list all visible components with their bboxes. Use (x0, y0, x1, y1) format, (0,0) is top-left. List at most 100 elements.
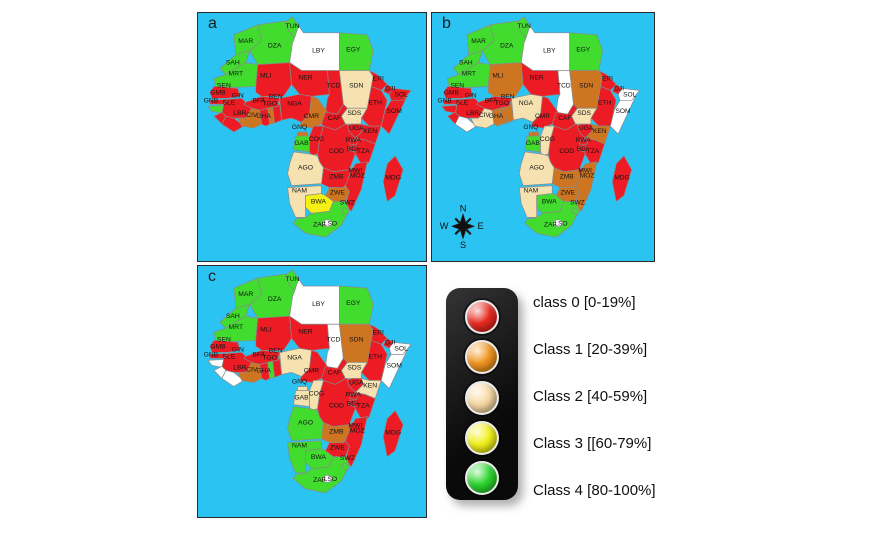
country-CAF (321, 103, 348, 131)
country-label-BDI: BDI (577, 146, 588, 153)
country-label-TZA: TZA (357, 148, 370, 155)
compass-east-label: E (478, 221, 484, 231)
country-SAH (452, 50, 483, 75)
country-label-BWA: BWA (311, 454, 327, 461)
africa-map-b: MAR SAH DZA TUN LBY EGY MRT MLI NER TCD SDN ERI ETH S… (437, 16, 640, 250)
country-label-COD: COD (559, 148, 574, 155)
country-MLI (255, 315, 292, 351)
country-MDG (382, 155, 404, 202)
compass-south-label: S (460, 240, 466, 250)
map-panel-a: MAR SAH DZA TUN LBY EGY MRT MLI NER TCD SDN ERI ETH S… (197, 12, 427, 262)
country-SEN (209, 339, 241, 353)
country-label-SAH: SAH (226, 60, 240, 67)
country-label-EGY: EGY (346, 300, 361, 307)
country-label-DJI: DJI (385, 85, 395, 92)
country-LBR (221, 115, 245, 133)
country-label-SAH: SAH (459, 60, 473, 67)
country-EGY (339, 32, 374, 71)
country-label-BFA: BFA (485, 97, 498, 104)
country-label-LSO: LSO (324, 476, 338, 483)
country-label-UGA: UGA (349, 379, 364, 386)
country-label-MAR: MAR (238, 38, 253, 45)
country-RWA (348, 139, 359, 146)
country-label-NAM: NAM (292, 188, 307, 195)
legend-lamp-class-0 (465, 300, 499, 334)
country-label-UGA: UGA (579, 125, 594, 132)
country-label-MDG: MDG (385, 175, 401, 182)
country-label-GNQ: GNQ (292, 124, 307, 131)
country-label-MLI: MLI (260, 72, 271, 79)
country-label-KEN: KEN (363, 128, 377, 135)
country-label-BWA: BWA (542, 198, 557, 205)
country-label-TGO: TGO (262, 354, 277, 361)
compass-rose: N S W E (440, 203, 484, 250)
country-label-SOL: SOL (623, 91, 636, 98)
country-label-MWI: MWI (348, 423, 362, 430)
panel-label-c: c (208, 268, 216, 285)
country-label-SDS: SDS (347, 364, 361, 371)
country-label-MOZ: MOZ (350, 173, 365, 180)
country-label-SOM: SOM (386, 108, 402, 115)
country-label-ZAF: ZAF (313, 477, 326, 484)
country-label-ZAF: ZAF (313, 221, 326, 228)
country-LBR (221, 370, 245, 387)
country-label-SLE: SLE (222, 353, 235, 360)
compass-star-icon (450, 212, 476, 240)
country-label-TUN: TUN (286, 23, 300, 30)
country-label-AGO: AGO (529, 165, 544, 172)
country-label-BFA: BFA (252, 97, 265, 104)
country-label-MOZ: MOZ (350, 428, 365, 435)
country-label-MWI: MWI (348, 168, 362, 175)
country-label-TCD: TCD (326, 82, 340, 89)
legend-label-class-2: Class 2 [40-59%] (533, 388, 648, 405)
map-panel-c: MAR SAH DZA TUN LBY EGY MRT MLI NER TCD SDN ERI ETH S… (197, 265, 427, 518)
country-SWZ (571, 207, 580, 216)
country-label-GHA: GHA (489, 113, 504, 120)
country-label-LBR: LBR (233, 364, 246, 371)
country-label-SAH: SAH (226, 313, 240, 320)
country-label-COD: COD (329, 403, 344, 410)
country-label-EGY: EGY (346, 47, 361, 54)
country-label-COG: COG (309, 390, 324, 397)
country-label-TZA: TZA (357, 403, 370, 410)
legend-lamp-class-2 (465, 380, 499, 415)
country-MLI (255, 62, 292, 97)
country-label-SOL: SOL (394, 345, 408, 352)
country-label-ERI: ERI (373, 329, 384, 336)
country-label-GMB: GMB (444, 89, 460, 96)
map-panel-b: MAR SAH DZA TUN LBY EGY MRT MLI NER TCD SDN ERI ETH S… (431, 12, 655, 262)
country-label-NGA: NGA (519, 100, 534, 107)
legend-lamp-class-4 (465, 461, 499, 495)
africa-map-a: MAR SAH DZA TUN LBY EGY MRT MLI NER TCD SDN ERI ETH S… (204, 16, 412, 238)
country-MDG (611, 155, 633, 202)
country-BDI (347, 145, 357, 153)
country-label-GNQ: GNQ (523, 124, 538, 131)
country-label-ZMB: ZMB (560, 174, 574, 181)
country-DJI (382, 84, 394, 95)
country-label-CAF: CAF (328, 369, 342, 376)
country-label-ZWE: ZWE (330, 445, 345, 452)
country-label-BWA: BWA (311, 198, 327, 205)
country-label-ETH: ETH (598, 99, 611, 106)
country-label-BDI: BDI (347, 401, 358, 408)
country-label-SDS: SDS (577, 110, 591, 117)
country-BFA (243, 95, 280, 111)
country-BDI (578, 145, 587, 153)
country-label-COD: COD (329, 148, 344, 155)
country-ZAF (293, 456, 350, 494)
country-label-KEN: KEN (593, 128, 607, 135)
country-AGO (287, 151, 324, 186)
country-SEN (443, 86, 474, 99)
country-label-NER: NER (530, 74, 544, 81)
country-label-GNB: GNB (437, 97, 452, 104)
country-label-SWZ: SWZ (570, 199, 585, 206)
country-AGO (287, 406, 324, 442)
country-label-SEN: SEN (217, 82, 231, 89)
country-label-ZMB: ZMB (329, 174, 344, 181)
country-label-RWA: RWA (346, 137, 362, 144)
country-label-TGO: TGO (495, 100, 509, 107)
country-label-NGA: NGA (287, 100, 302, 107)
country-MLI (487, 62, 524, 97)
country-LBR (454, 115, 477, 133)
